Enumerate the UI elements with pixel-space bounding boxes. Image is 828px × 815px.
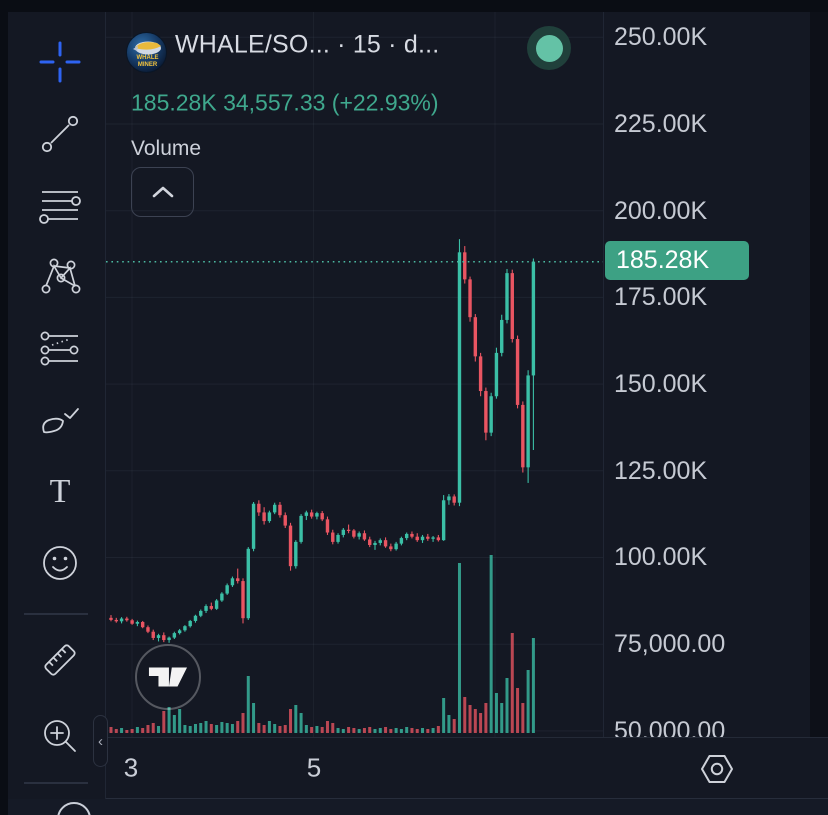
measure-tool[interactable] <box>30 630 90 690</box>
zoom-in-tool[interactable] <box>30 706 90 766</box>
current-price-badge: 185.28K <box>605 241 749 280</box>
bottom-separator <box>106 798 828 799</box>
svg-text:WHALE: WHALE <box>137 55 159 61</box>
candlestick-chart[interactable] <box>106 12 603 737</box>
prediction-lines-tool[interactable] <box>30 318 90 378</box>
bottom-strip <box>8 799 828 815</box>
toolbar-collapse-handle[interactable]: ‹ <box>93 715 108 767</box>
left-bezel <box>0 0 8 815</box>
drawing-toolbar: T <box>8 12 106 799</box>
top-bezel <box>0 0 828 12</box>
right-edge-shade <box>810 12 828 737</box>
fib-retracement-tool[interactable] <box>30 175 90 235</box>
time-axis[interactable]: 3 5 <box>106 737 828 798</box>
trend-line-tool[interactable] <box>30 104 90 164</box>
time-tick: 3 <box>123 752 139 783</box>
toolbar-divider <box>24 613 88 615</box>
price-tick: 250.00K <box>614 22 708 51</box>
brush-tool[interactable] <box>30 390 90 450</box>
crosshair-tool[interactable] <box>30 32 90 92</box>
text-tool[interactable]: T <box>30 461 90 521</box>
price-tick: 75,000.00 <box>614 629 726 658</box>
chart-pane[interactable]: WHALE MINER WHALE/SO... · 15 · d... 185.… <box>106 12 603 737</box>
whale-miner-logo: WHALE MINER <box>126 32 167 73</box>
volume-indicator-label: Volume <box>131 137 202 160</box>
price-tick: 200.00K <box>614 196 708 225</box>
xabcd-pattern-tool[interactable] <box>30 247 90 307</box>
emoji-tool[interactable] <box>30 533 90 593</box>
price-tick: 100.00K <box>614 542 708 571</box>
collapse-legend-button[interactable] <box>131 167 194 217</box>
symbol-title[interactable]: WHALE/SO... · 15 · d... <box>175 30 440 59</box>
price-tick: 225.00K <box>614 109 708 138</box>
price-tick: 50,000.00 <box>614 716 726 738</box>
price-tick: 175.00K <box>614 282 708 311</box>
connection-status-dot-inner <box>535 34 563 62</box>
price-tick: 150.00K <box>614 369 708 398</box>
svg-text:T: T <box>50 473 71 510</box>
time-tick: 5 <box>306 752 322 783</box>
price-tick: 125.00K <box>614 456 708 485</box>
toolbar-divider <box>24 782 88 784</box>
connection-status-dot <box>527 26 571 70</box>
price-change-line: 185.28K 34,557.33 (+22.93%) <box>131 89 439 116</box>
hexagon-settings-icon[interactable] <box>699 751 735 787</box>
chevron-up-icon <box>152 186 173 198</box>
price-axis[interactable]: 250.00K 225.00K 200.00K 175.00K 150.00K … <box>603 12 828 737</box>
tradingview-watermark-icon <box>135 644 201 710</box>
svg-text:MINER: MINER <box>138 62 158 68</box>
chevron-left-icon: ‹ <box>98 732 103 750</box>
